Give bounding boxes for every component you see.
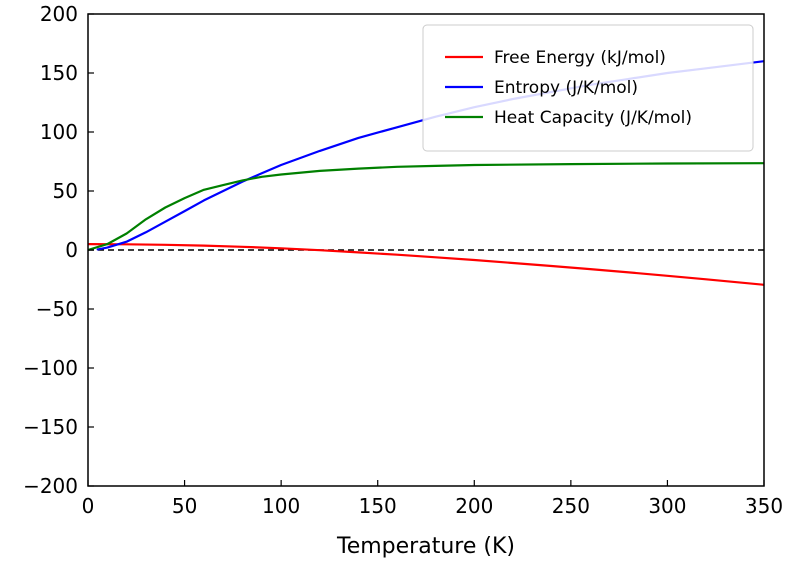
x-tick-label: 150 [359,494,397,518]
x-tick-label: 50 [172,494,197,518]
x-tick-label: 250 [552,494,590,518]
legend-label-heat-capacity: Heat Capacity (J/K/mol) [494,108,692,128]
legend-label-free-energy: Free Energy (kJ/mol) [494,48,666,68]
y-tick-label: 100 [40,120,78,144]
y-tick-label: 200 [40,2,78,26]
legend-label-entropy: Entropy (J/K/mol) [494,78,638,98]
y-tick-label: −150 [23,415,78,439]
series-line-free-energy [88,243,764,286]
legend-box [422,24,754,152]
y-tick-label: 50 [53,179,78,203]
x-axis-label: Temperature (K) [336,534,515,559]
x-tick-label: 200 [455,494,493,518]
y-tick-label: −100 [23,356,78,380]
y-tick-label: 0 [65,238,78,262]
plot-frame [87,13,765,487]
legend: Free Energy (kJ/mol) Entropy (J/K/mol) Hea… [422,24,754,152]
x-tick-label: 300 [648,494,686,518]
y-tick-label: −200 [23,474,78,498]
legend-items: Free Energy (kJ/mol) Entropy (J/K/mol) Hea… [445,48,692,128]
x-tick-label: 350 [745,494,783,518]
tick-layer: 0 50 100 150 200 250 300 350 −200 −150 −100 −50 0 50 1… [23,2,783,518]
x-tick-label: 0 [82,494,95,518]
y-tick-label: 150 [40,61,78,85]
x-tick-label: 100 [262,494,300,518]
y-tick-label: −50 [36,297,78,321]
series-line-heat-capacity [88,162,764,252]
